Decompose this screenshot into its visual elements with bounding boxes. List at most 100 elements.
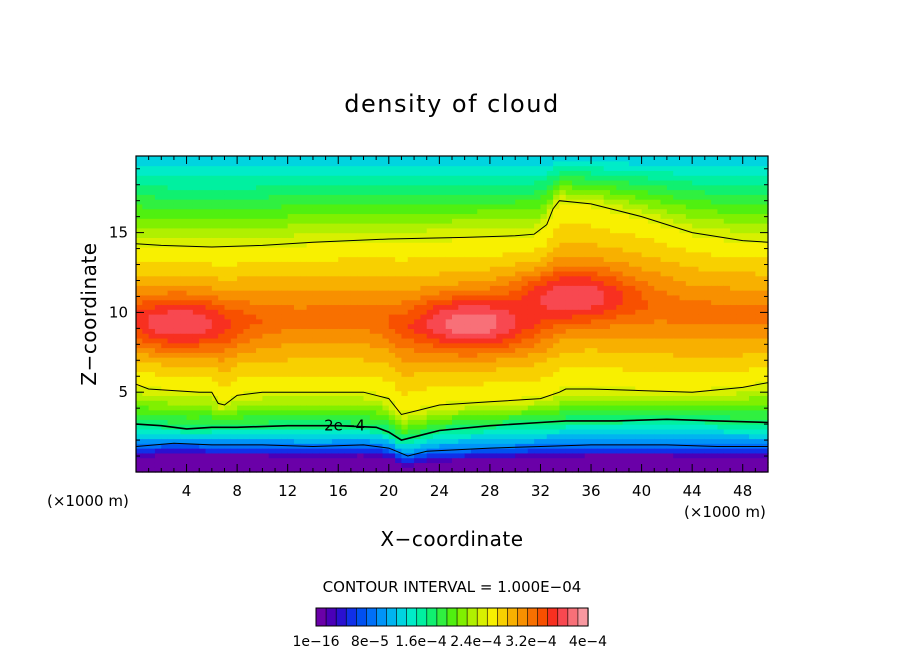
field-cell — [553, 194, 561, 200]
field-cell — [192, 404, 200, 411]
field-cell — [199, 227, 207, 234]
field-cell — [325, 179, 333, 186]
field-cell — [256, 208, 263, 215]
field-cell — [262, 227, 270, 234]
field-cell — [395, 184, 403, 191]
field-cell — [243, 452, 251, 459]
field-cell — [597, 285, 605, 291]
field-cell — [268, 318, 276, 325]
field-cell — [180, 337, 188, 344]
field-cell — [142, 376, 150, 382]
field-cell — [597, 294, 605, 301]
field-cell — [154, 414, 162, 420]
field-cell — [243, 314, 251, 320]
field-cell — [281, 318, 289, 325]
field-cell — [433, 218, 440, 224]
field-cell — [224, 227, 232, 234]
field-cell — [192, 232, 200, 238]
field-cell — [470, 170, 478, 176]
field-cell — [426, 452, 434, 459]
field-cell — [464, 270, 472, 277]
field-cell — [224, 270, 232, 277]
field-cell — [331, 467, 339, 473]
field-cell — [192, 179, 200, 186]
field-cell — [154, 266, 162, 272]
field-cell — [205, 304, 213, 310]
field-cell — [496, 237, 504, 243]
field-cell — [452, 261, 459, 267]
field-cell — [325, 242, 333, 248]
field-cell — [369, 448, 377, 454]
field-cell — [325, 448, 333, 454]
field-cell — [565, 357, 573, 363]
field-cell — [534, 404, 542, 411]
field-cell — [306, 390, 314, 396]
field-cell — [173, 314, 181, 320]
field-cell — [572, 160, 579, 167]
field-cell — [275, 333, 282, 339]
field-cell — [597, 438, 605, 444]
field-cell — [483, 309, 491, 315]
field-cell — [205, 376, 213, 382]
field-cell — [357, 400, 365, 406]
field-cell — [300, 199, 308, 205]
field-cell — [256, 381, 263, 387]
field-cell — [508, 438, 516, 444]
field-cell — [439, 361, 447, 368]
field-cell — [395, 404, 403, 411]
field-cell — [483, 199, 491, 205]
field-cell — [565, 381, 573, 387]
field-cell — [452, 184, 459, 191]
field-cell — [287, 309, 295, 315]
field-cell — [325, 337, 333, 344]
field-cell — [382, 232, 390, 238]
field-cell — [312, 342, 320, 349]
field-cell — [508, 366, 516, 373]
field-cell — [205, 232, 213, 238]
field-cell — [243, 280, 251, 286]
field-cell — [603, 337, 611, 344]
field-cell — [502, 467, 510, 473]
field-cell — [603, 246, 611, 253]
field-cell — [199, 462, 207, 468]
field-cell — [515, 409, 523, 416]
field-cell — [154, 237, 162, 243]
field-cell — [338, 448, 346, 454]
field-cell — [376, 280, 384, 286]
field-cell — [167, 400, 175, 406]
field-cell — [496, 266, 504, 272]
field-cell — [319, 304, 327, 310]
field-cell — [224, 352, 232, 358]
field-cell — [344, 357, 352, 363]
field-cell — [281, 381, 289, 387]
field-cell — [508, 457, 516, 464]
field-cell — [357, 294, 365, 301]
field-cell — [148, 404, 156, 411]
field-cell — [376, 290, 384, 296]
field-cell — [205, 294, 213, 301]
field-cell — [300, 400, 308, 406]
field-cell — [452, 347, 459, 353]
field-cell — [369, 352, 377, 358]
field-cell — [319, 256, 327, 262]
field-cell — [527, 366, 535, 373]
field-cell — [306, 237, 314, 243]
field-cell — [249, 333, 257, 339]
field-cell — [464, 443, 472, 449]
field-cell — [180, 395, 188, 401]
field-cell — [281, 438, 289, 444]
field-cell — [388, 347, 396, 353]
field-cell — [483, 323, 491, 329]
field-cell — [376, 314, 384, 320]
field-cell — [496, 414, 504, 420]
field-cell — [401, 165, 409, 171]
field-cell — [477, 218, 485, 224]
field-cell — [224, 199, 232, 205]
field-cell — [167, 342, 175, 349]
field-cell — [275, 208, 282, 215]
field-cell — [148, 381, 156, 387]
field-cell — [256, 275, 263, 282]
field-cell — [186, 299, 194, 306]
field-cell — [395, 261, 403, 267]
field-cell — [458, 462, 466, 468]
